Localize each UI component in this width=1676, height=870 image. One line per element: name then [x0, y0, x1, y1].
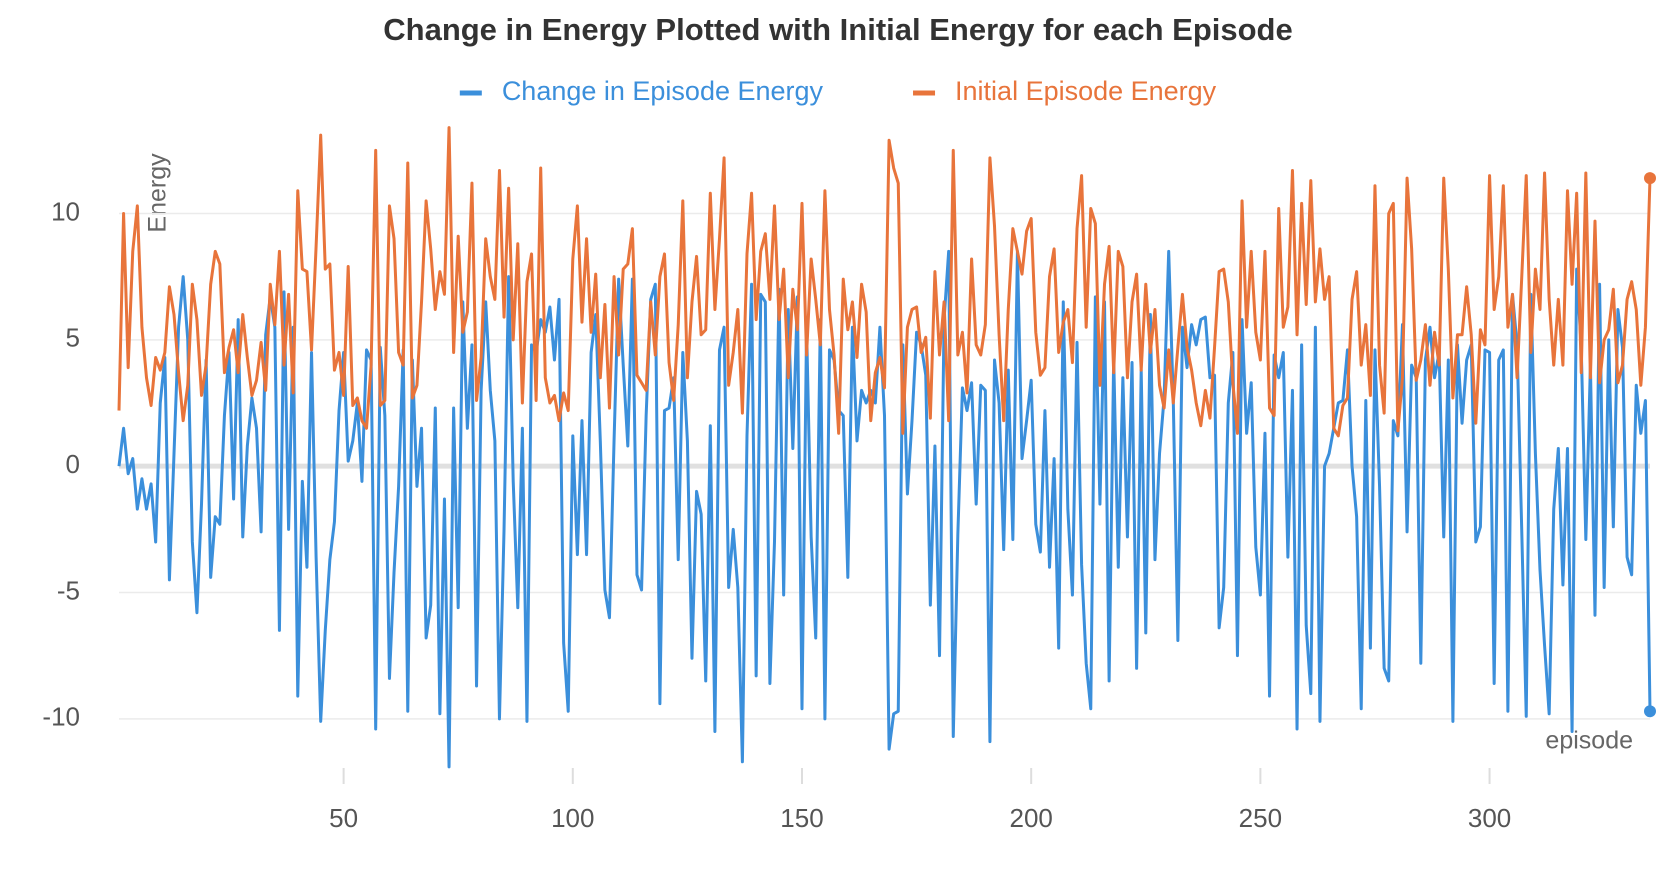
y-axis-label: Energy — [144, 153, 172, 233]
end-point — [1644, 172, 1656, 185]
x-tick-label: 100 — [551, 803, 594, 833]
x-tick-label: 150 — [780, 803, 823, 833]
series-line — [117, 249, 1652, 769]
y-tick-label: 0 — [66, 449, 80, 479]
y-tick-label: -5 — [57, 575, 80, 605]
x-tick-label: 250 — [1239, 803, 1282, 833]
y-tick-label: -10 — [42, 702, 80, 732]
y-tick-label: 5 — [66, 323, 80, 353]
y-tick-label: 10 — [51, 196, 80, 226]
legend-label: Initial Episode Energy — [955, 76, 1217, 106]
series-line — [117, 126, 1652, 438]
x-tick-label: 200 — [1009, 803, 1052, 833]
x-axis-label: episode — [1545, 727, 1633, 755]
chart-title: Change in Energy Plotted with Initial En… — [383, 12, 1292, 47]
x-tick-label: 50 — [329, 803, 358, 833]
x-tick-label: 300 — [1468, 803, 1511, 833]
end-point — [1644, 705, 1656, 718]
legend-label: Change in Episode Energy — [502, 76, 824, 106]
legend: Change in Episode Energy Initial Episode … — [459, 76, 1217, 106]
